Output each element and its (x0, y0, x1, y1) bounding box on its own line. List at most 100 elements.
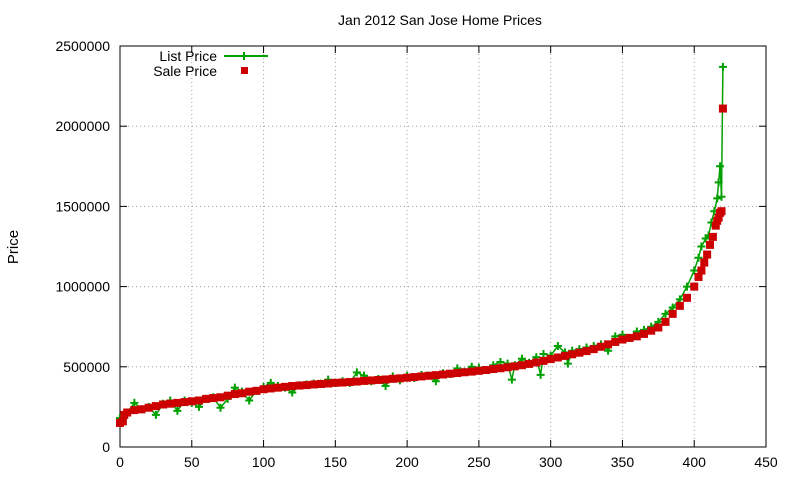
legend-label-sale-price: Sale Price (153, 63, 217, 79)
data-point-sale-price (525, 359, 534, 368)
data-point-sale-price (697, 266, 706, 275)
data-point-sale-price (694, 272, 703, 281)
data-point-list-price (151, 410, 160, 419)
data-point-sale-price (324, 379, 333, 388)
data-point-list-price (216, 403, 225, 412)
y-tick-labels: 0 500000 1000000 1500000 2000000 2500000 (55, 38, 110, 455)
data-point-list-price (718, 62, 727, 71)
data-point-sale-price (374, 375, 383, 384)
data-point-list-price (717, 192, 726, 201)
data-point-sale-price (295, 381, 304, 390)
data-point-sale-price (403, 373, 412, 382)
data-point-list-price (245, 396, 254, 405)
data-point-sale-price (238, 389, 247, 398)
data-point-sale-price (352, 377, 361, 386)
data-point-sale-price (482, 366, 491, 375)
data-point-sale-price (474, 366, 483, 375)
data-point-sale-price (381, 375, 390, 384)
data-point-sale-price (517, 361, 526, 370)
data-point-sale-price (410, 373, 419, 382)
data-point-sale-price (706, 240, 715, 249)
data-point-sale-price (496, 364, 505, 373)
data-point-sale-price (446, 369, 455, 378)
data-point-list-price (173, 406, 182, 415)
data-point-list-price (661, 309, 670, 318)
data-point-sale-price (703, 250, 712, 259)
data-point-sale-price (338, 378, 347, 387)
y-tick-label: 1500000 (55, 198, 110, 214)
data-point-sale-price (118, 417, 127, 426)
x-tick-label: 200 (395, 454, 419, 470)
y-tick-label: 1000000 (55, 279, 110, 295)
data-point-sale-price (690, 282, 699, 291)
data-point-sale-price (151, 402, 160, 411)
data-point-list-price (716, 162, 725, 171)
data-point-list-price (553, 341, 562, 350)
data-point-sale-price (159, 400, 168, 409)
data-point-sale-price (194, 396, 203, 405)
data-point-sale-price (553, 353, 562, 362)
data-point-list-price (352, 368, 361, 377)
data-point-sale-price (302, 381, 311, 390)
legend: List Price Sale Price (153, 48, 268, 79)
data-point-sale-price (453, 369, 462, 378)
legend-label-list-price: List Price (159, 48, 217, 64)
x-tick-label: 0 (116, 454, 124, 470)
axis-ticks (119, 45, 767, 448)
y-tick-label: 0 (102, 439, 110, 455)
y-tick-label: 2000000 (55, 118, 110, 134)
data-point-sale-price (467, 367, 476, 376)
x-tick-label: 300 (539, 454, 563, 470)
data-point-sale-price (683, 293, 692, 302)
data-point-sale-price (718, 104, 727, 113)
chart-grid (120, 46, 766, 447)
y-axis-label: Price (5, 230, 22, 264)
legend-marker-sale-price (241, 67, 248, 74)
x-tick-label: 100 (252, 454, 276, 470)
data-point-sale-price (568, 350, 577, 359)
x-tick-label: 450 (754, 454, 778, 470)
x-tick-labels: 0 50 100 150 200 250 300 350 400 450 (116, 454, 778, 470)
data-point-sale-price (604, 340, 613, 349)
data-point-sale-price (259, 385, 268, 394)
data-point-sale-price (632, 332, 641, 341)
data-point-sale-price (717, 207, 726, 216)
data-point-sale-price (273, 383, 282, 392)
data-point-list-price (713, 194, 722, 203)
data-point-list-price (536, 370, 545, 379)
data-point-list-price (563, 359, 572, 368)
data-point-sale-price (230, 390, 239, 399)
data-point-sale-price (388, 374, 397, 383)
data-point-sale-price (137, 405, 146, 414)
data-point-sale-price (489, 365, 498, 374)
data-point-sale-price (561, 351, 570, 360)
data-point-sale-price (367, 376, 376, 385)
data-point-list-price (697, 242, 706, 251)
data-point-list-price (539, 349, 548, 358)
data-point-sale-price (618, 335, 627, 344)
x-tick-label: 250 (467, 454, 491, 470)
x-tick-label: 400 (683, 454, 707, 470)
data-point-sale-price (654, 323, 663, 332)
data-point-sale-price (639, 329, 648, 338)
data-point-sale-price (216, 393, 225, 402)
data-point-sale-price (223, 391, 232, 400)
data-point-list-price (130, 398, 139, 407)
data-point-sale-price (173, 398, 182, 407)
y-tick-label: 2500000 (55, 38, 110, 54)
data-point-sale-price (245, 387, 254, 396)
data-point-list-price (683, 282, 692, 291)
x-tick-label: 350 (611, 454, 635, 470)
data-point-sale-price (675, 301, 684, 310)
data-point-sale-price (625, 333, 634, 342)
data-point-sale-price (532, 358, 541, 367)
data-point-sale-price (510, 362, 519, 371)
data-point-sale-price (596, 342, 605, 351)
data-point-sale-price (708, 232, 717, 241)
data-point-sale-price (123, 408, 132, 417)
data-point-sale-price (309, 380, 318, 389)
data-point-sale-price (209, 394, 218, 403)
data-point-sale-price (714, 213, 723, 222)
data-point-sale-price (395, 374, 404, 383)
chart-title: Jan 2012 San Jose Home Prices (338, 12, 542, 28)
